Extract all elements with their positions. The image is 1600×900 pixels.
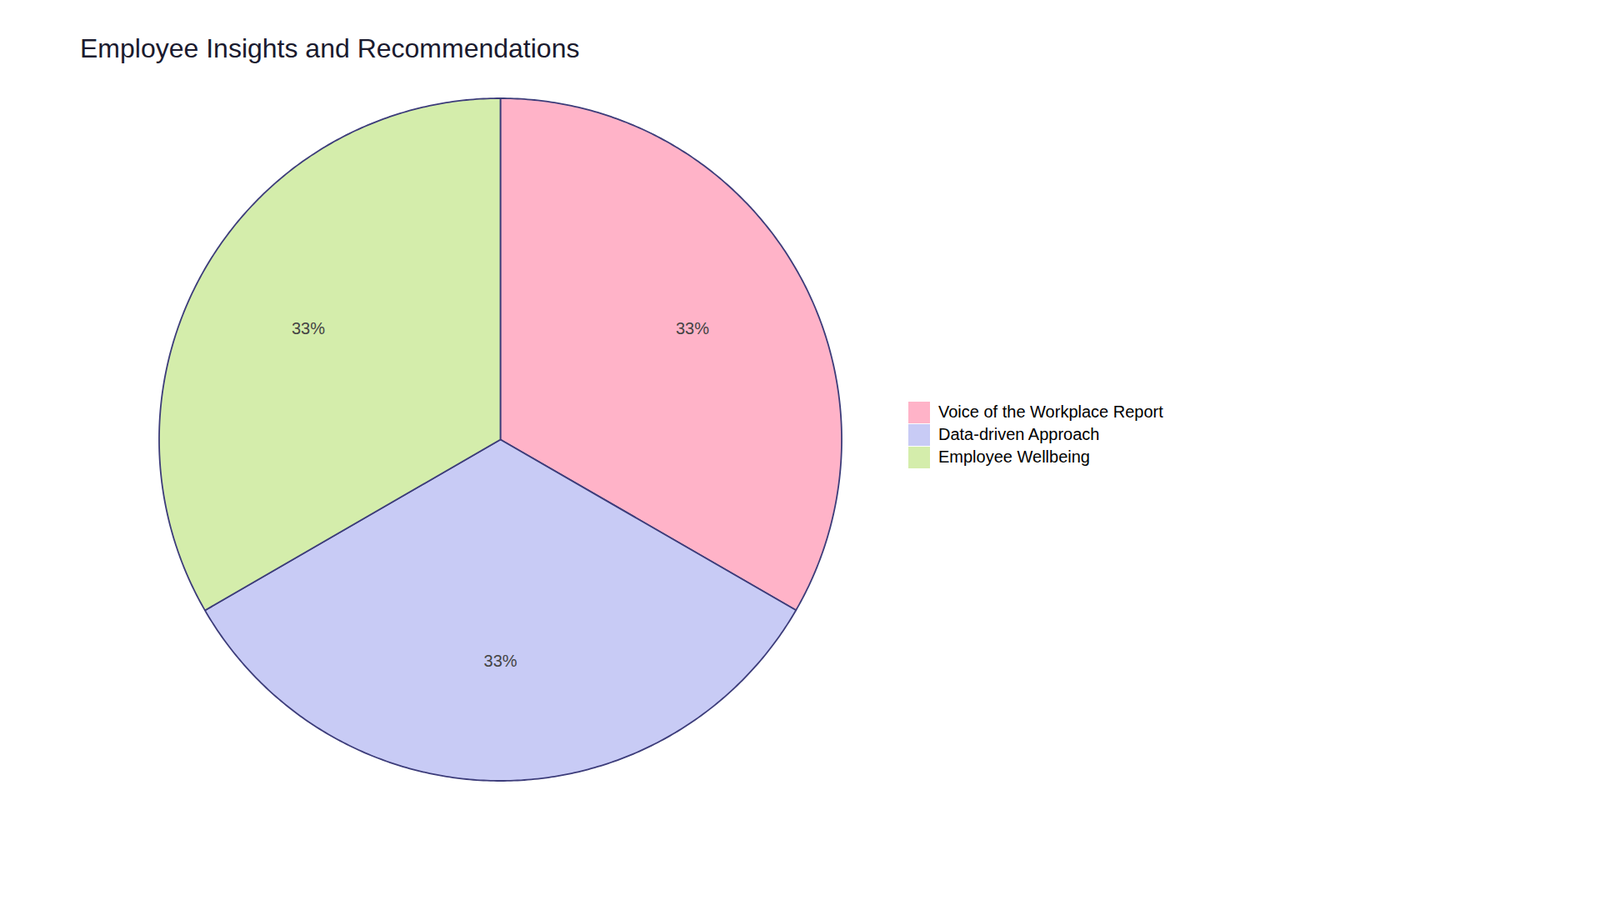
svg-text:33%: 33% — [484, 651, 518, 670]
html-text:Employee Wellbeing: Employee Wellbeing — [938, 447, 1090, 466]
html-text:Voice of the Workplace Report: Voice of the Workplace Report — [938, 402, 1164, 421]
html-text:Employee Insights and Recommen: Employee Insights and Recommendations — [80, 33, 580, 64]
svg-text:33%: 33% — [291, 319, 325, 338]
svg-text:33%: 33% — [675, 319, 710, 338]
html-text:Data-driven Approach: Data-driven Approach — [938, 425, 1100, 444]
